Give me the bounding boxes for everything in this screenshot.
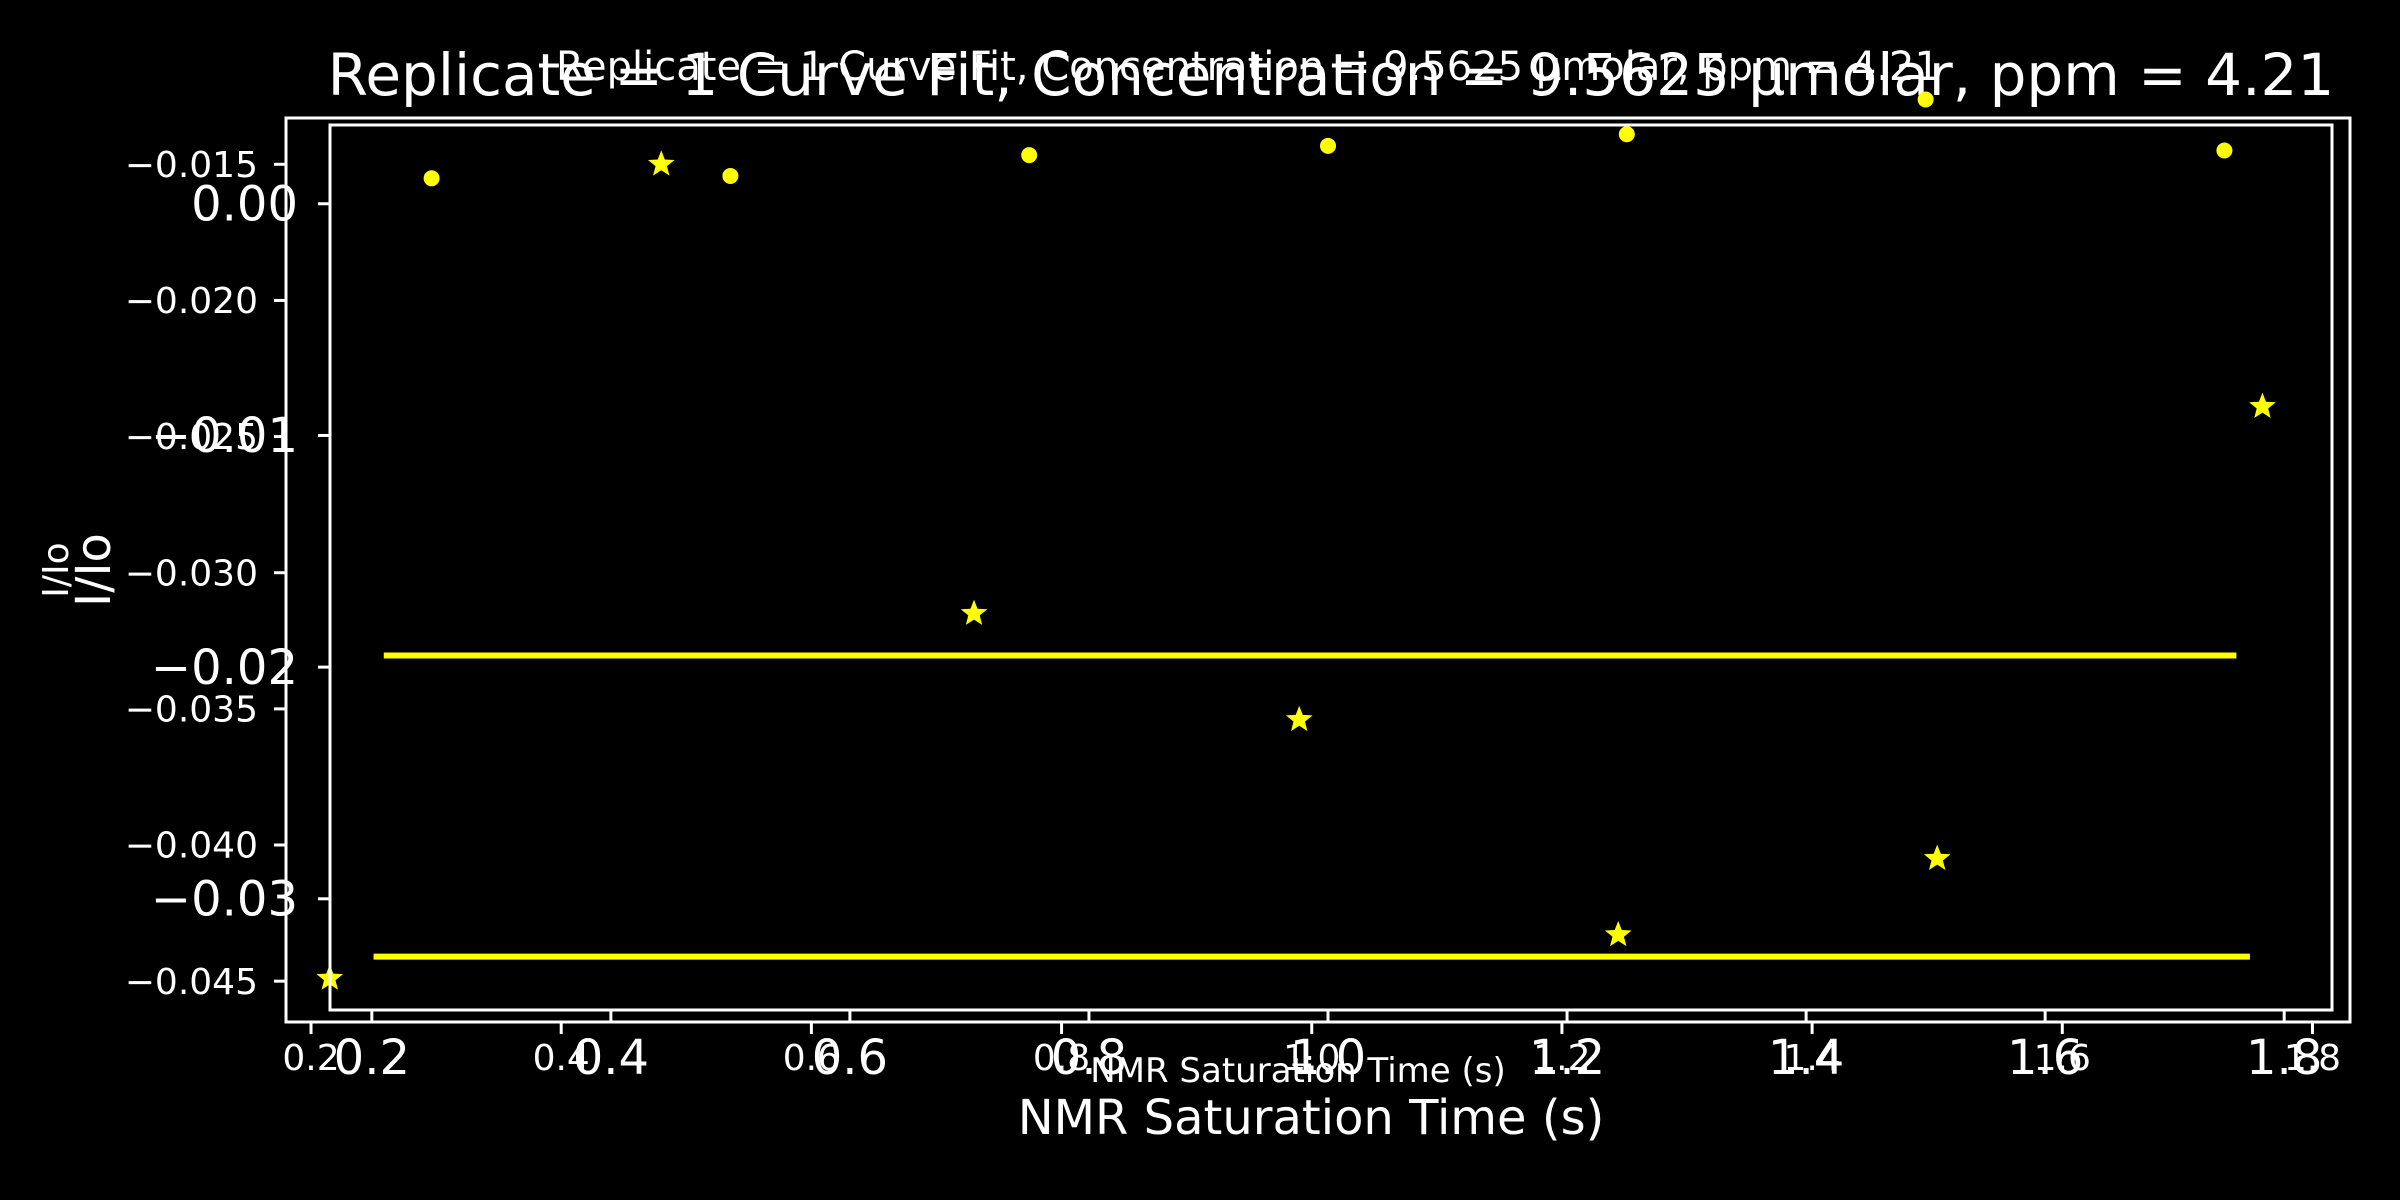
x-tick-label: 0.4 (533, 1038, 590, 1079)
chart-title-back: Replicate = 1 Curve Fit, Concentration =… (556, 44, 1940, 90)
x-axis-label-back: NMR Saturation Time (s) (1090, 1051, 1506, 1091)
y-axis-label-back: I/Io (36, 542, 77, 597)
back-plot-layer: Replicate = 1 Curve Fit, Concentration =… (36, 44, 2352, 1091)
data-point-star (1285, 705, 1313, 732)
x-tick-label: 1.8 (2246, 1030, 2322, 1086)
y-tick-label: −0.03 (151, 872, 298, 928)
x-tick-label: 1.2 (1533, 1038, 1590, 1079)
data-point-star (1604, 920, 1632, 947)
data-point-star (1923, 844, 1951, 870)
y-tick-label: −0.02 (151, 640, 298, 696)
x-tick-label: 0.2 (334, 1030, 410, 1086)
x-tick-label: 0.4 (573, 1030, 649, 1086)
y-tick-label: −0.045 (125, 962, 258, 1003)
x-tick-label: 1.4 (1783, 1038, 1840, 1079)
y-axis-label-front: I/Io (66, 533, 122, 607)
x-tick-label: 1.6 (2034, 1038, 2091, 1079)
plot-frame-back (284, 116, 2352, 1024)
chart-title-front: Replicate = 1 Curve Fit, Concentration =… (328, 41, 2335, 109)
x-tick-label: 1.0 (1283, 1038, 1340, 1079)
y-tick-label: 0.00 (191, 177, 298, 233)
x-axis-label-front: NMR Saturation Time (s) (1018, 1090, 1605, 1146)
y-tick-label: −0.040 (125, 826, 258, 867)
y-tick-label: −0.015 (125, 145, 258, 186)
data-point-dot (722, 167, 739, 184)
y-tick-label: −0.035 (125, 689, 258, 730)
data-point-star (647, 150, 675, 176)
x-tick-label: 1.6 (2007, 1030, 2083, 1086)
y-tick-label: −0.020 (125, 281, 258, 322)
plot-frame-front (328, 123, 2334, 1012)
data-point-star (960, 599, 988, 625)
data-point-dot (1618, 126, 1635, 143)
data-point-star (2249, 392, 2276, 418)
data-point-dot (423, 170, 440, 187)
x-tick-label: 0.8 (1033, 1038, 1090, 1079)
x-tick-label: 1.0 (1290, 1030, 1366, 1086)
data-point-dot (1320, 137, 1337, 154)
data-point-dot (1021, 147, 1038, 164)
front-plot-layer: Replicate = 1 Curve Fit, Concentration =… (66, 41, 2334, 1146)
y-tick-label: −0.01 (151, 408, 298, 464)
x-tick-label: 1.2 (1529, 1030, 1605, 1086)
x-tick-label: 1.4 (1768, 1030, 1844, 1086)
y-tick-label: −0.025 (125, 417, 258, 458)
x-tick-label: 0.8 (1051, 1030, 1127, 1086)
x-tick-label: 0.2 (282, 1038, 339, 1079)
data-point-dot (1917, 91, 1934, 108)
data-point-dot (2216, 142, 2233, 159)
x-tick-label: 1.8 (2284, 1038, 2341, 1079)
y-tick-label: −0.030 (125, 553, 258, 594)
x-tick-label: 0.6 (812, 1030, 888, 1086)
x-tick-label: 0.6 (783, 1038, 840, 1079)
